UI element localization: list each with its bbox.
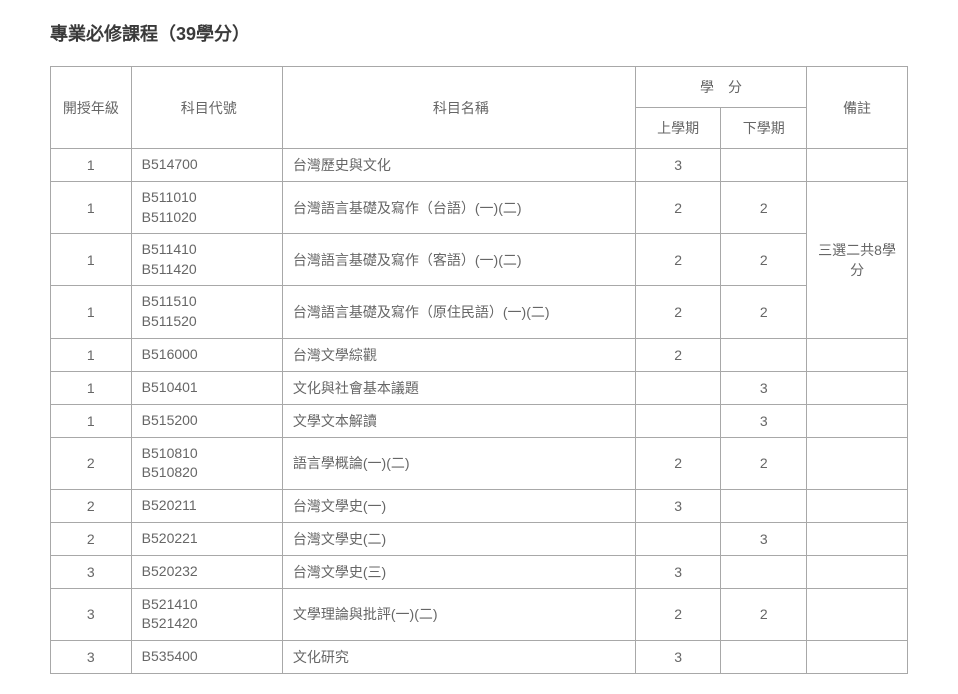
cell-sem2 [721,640,807,673]
header-credit-group: 學 分 [635,67,806,108]
cell-sem2: 2 [721,437,807,489]
header-sem2: 下學期 [721,108,807,149]
cell-note [807,149,908,182]
table-body: 1B514700台灣歷史與文化31B511010B511020台灣語言基礎及寫作… [51,149,908,674]
table-row: 3B521410B521420文學理論與批評(一)(二)22 [51,588,908,640]
cell-code: B515200 [131,404,282,437]
cell-code: B520232 [131,555,282,588]
cell-code: B511010B511020 [131,182,282,234]
cell-code: B520211 [131,489,282,522]
cell-name: 台灣文學史(二) [282,522,635,555]
cell-note [807,371,908,404]
table-row: 1B516000台灣文學綜觀2 [51,338,908,371]
cell-code: B510401 [131,371,282,404]
page-title: 專業必修課程（39學分） [50,20,908,46]
cell-year: 2 [51,489,132,522]
cell-sem2 [721,338,807,371]
cell-sem1: 2 [635,588,721,640]
cell-name: 文化與社會基本議題 [282,371,635,404]
cell-code: B535400 [131,640,282,673]
cell-sem1 [635,371,721,404]
cell-sem1: 2 [635,286,721,338]
cell-code: B521410B521420 [131,588,282,640]
cell-sem2: 2 [721,234,807,286]
cell-code: B516000 [131,338,282,371]
cell-note [807,588,908,640]
table-row: 1B515200文學文本解讀 3 [51,404,908,437]
cell-year: 1 [51,149,132,182]
table-row: 1B514700台灣歷史與文化3 [51,149,908,182]
cell-sem1: 3 [635,149,721,182]
cell-note-merged: 三選二共8學分 [807,182,908,339]
cell-sem1: 3 [635,640,721,673]
cell-note [807,404,908,437]
cell-year: 3 [51,555,132,588]
table-row: 2B510810B510820語言學概論(一)(二)22 [51,437,908,489]
cell-year: 3 [51,640,132,673]
cell-note [807,437,908,489]
cell-code: B511510B511520 [131,286,282,338]
header-note: 備註 [807,67,908,149]
table-row: 3B535400文化研究3 [51,640,908,673]
cell-name: 台灣文學史(三) [282,555,635,588]
table-row: 2B520211台灣文學史(一)3 [51,489,908,522]
cell-sem2: 2 [721,182,807,234]
cell-year: 2 [51,437,132,489]
cell-sem1: 2 [635,437,721,489]
table-row: 3B520232台灣文學史(三)3 [51,555,908,588]
cell-year: 1 [51,234,132,286]
cell-sem1 [635,522,721,555]
cell-year: 1 [51,338,132,371]
cell-sem2: 2 [721,588,807,640]
cell-sem2 [721,149,807,182]
table-row: 2B520221台灣文學史(二) 3 [51,522,908,555]
cell-year: 1 [51,371,132,404]
cell-sem2: 3 [721,371,807,404]
cell-name: 台灣語言基礎及寫作（原住民語）(一)(二) [282,286,635,338]
cell-name: 文化研究 [282,640,635,673]
cell-name: 文學理論與批評(一)(二) [282,588,635,640]
cell-name: 語言學概論(一)(二) [282,437,635,489]
course-table: 開授年級 科目代號 科目名稱 學 分 備註 上學期 下學期 1B514700台灣… [50,66,908,674]
cell-note [807,489,908,522]
cell-note [807,522,908,555]
cell-note [807,555,908,588]
table-row: 1B511410B511420台灣語言基礎及寫作（客語）(一)(二)22 [51,234,908,286]
cell-sem1 [635,404,721,437]
cell-name: 台灣語言基礎及寫作（台語）(一)(二) [282,182,635,234]
header-year: 開授年級 [51,67,132,149]
cell-sem1: 2 [635,338,721,371]
cell-sem1: 3 [635,489,721,522]
cell-year: 1 [51,182,132,234]
cell-sem1: 2 [635,234,721,286]
header-code: 科目代號 [131,67,282,149]
cell-sem1: 2 [635,182,721,234]
cell-name: 文學文本解讀 [282,404,635,437]
cell-code: B520221 [131,522,282,555]
cell-name: 台灣文學綜觀 [282,338,635,371]
cell-name: 台灣語言基礎及寫作（客語）(一)(二) [282,234,635,286]
cell-code: B511410B511420 [131,234,282,286]
cell-sem2: 2 [721,286,807,338]
cell-name: 台灣歷史與文化 [282,149,635,182]
cell-year: 2 [51,522,132,555]
cell-year: 1 [51,404,132,437]
table-row: 1B511510B511520台灣語言基礎及寫作（原住民語）(一)(二)22 [51,286,908,338]
cell-sem2: 3 [721,522,807,555]
cell-note [807,338,908,371]
cell-sem1: 3 [635,555,721,588]
table-row: 1B511010B511020台灣語言基礎及寫作（台語）(一)(二)22三選二共… [51,182,908,234]
table-row: 1B510401文化與社會基本議題 3 [51,371,908,404]
cell-sem2: 3 [721,404,807,437]
cell-name: 台灣文學史(一) [282,489,635,522]
cell-sem2 [721,489,807,522]
cell-year: 3 [51,588,132,640]
cell-code: B510810B510820 [131,437,282,489]
cell-year: 1 [51,286,132,338]
cell-code: B514700 [131,149,282,182]
cell-sem2 [721,555,807,588]
header-name: 科目名稱 [282,67,635,149]
cell-note [807,640,908,673]
header-sem1: 上學期 [635,108,721,149]
